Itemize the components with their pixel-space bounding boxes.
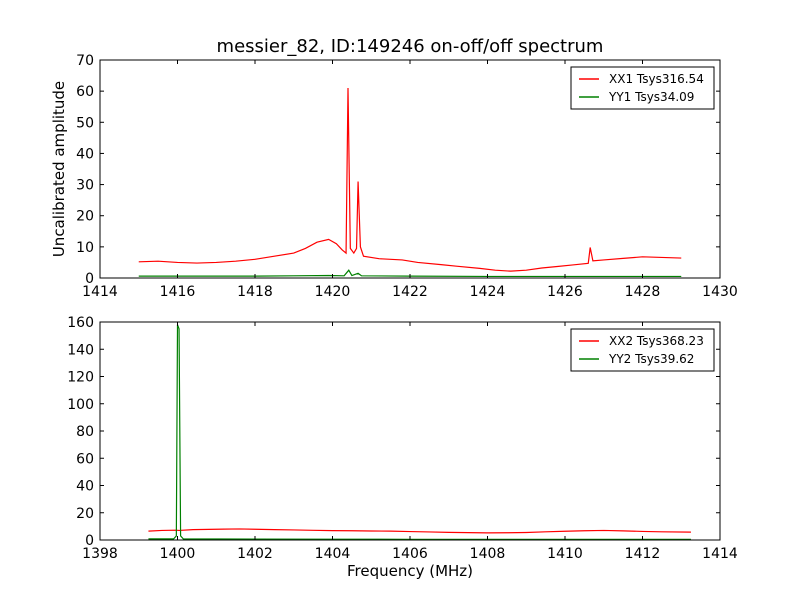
- series-line-yy1: [138, 269, 682, 278]
- y-axis-label: Uncalibrated amplitude: [50, 81, 68, 257]
- x-tick-label: 1402: [237, 546, 273, 562]
- legend-box: [570, 66, 715, 110]
- y-tick-label: 40: [76, 146, 94, 162]
- series-line-xx2: [148, 528, 691, 534]
- x-tick-label: 1412: [625, 546, 661, 562]
- x-tick-label: 1406: [392, 546, 428, 562]
- x-tick-label: 1400: [160, 546, 196, 562]
- x-tick-label: 1410: [547, 546, 583, 562]
- y-tick-label: 60: [76, 84, 94, 100]
- y-tick-label: 80: [76, 424, 94, 440]
- x-axis-label: Frequency (MHz): [347, 562, 473, 580]
- y-tick-label: 0: [85, 533, 94, 549]
- x-tick-label: 1424: [470, 284, 506, 300]
- x-tick-label: 1428: [625, 284, 661, 300]
- x-tick-label: 1416: [160, 284, 196, 300]
- x-tick-label: 1426: [547, 284, 583, 300]
- legend-entry-label: XX1 Tsys316.54: [609, 72, 704, 86]
- y-tick-label: 30: [76, 178, 94, 194]
- y-tick-label: 120: [67, 370, 94, 386]
- legend-entry-label: XX2 Tsys368.23: [609, 334, 704, 348]
- y-tick-label: 70: [76, 53, 94, 69]
- chart-panel-1: 1414 1416 1418 1420 1422 1424 1426 1428 1430 0 10 2…: [50, 36, 738, 300]
- y-tick-label: 60: [76, 451, 94, 467]
- series-line-yy2: [148, 324, 691, 540]
- x-tick-label: 1418: [237, 284, 273, 300]
- y-tick-label: 20: [76, 209, 94, 225]
- y-tick-label: 20: [76, 506, 94, 522]
- legend-box: [570, 328, 715, 372]
- y-tick-label: 100: [67, 397, 94, 413]
- x-tick-label: 1414: [702, 546, 738, 562]
- legend: XX2 Tsys368.23 YY2 Tsys39.62: [570, 328, 715, 372]
- x-tick-label: 1398: [82, 546, 118, 562]
- x-tick-label: 1422: [392, 284, 428, 300]
- x-tick-label: 1420: [315, 284, 351, 300]
- x-tick-label: 1414: [82, 284, 118, 300]
- y-tick-label: 160: [67, 315, 94, 331]
- x-tick-label: 1404: [315, 546, 351, 562]
- y-tick-label: 50: [76, 115, 94, 131]
- chart-panel-2: 1398 1400 1402 1404 1406 1408 1410 1412 1414 0 20 4…: [67, 315, 738, 580]
- chart-title: messier_82, ID:149246 on-off/off spectru…: [217, 36, 604, 57]
- legend: XX1 Tsys316.54 YY1 Tsys34.09: [570, 66, 715, 110]
- x-tick-label: 1408: [470, 546, 506, 562]
- x-tick-label: 1430: [702, 284, 738, 300]
- y-tick-label: 40: [76, 479, 94, 495]
- series-line-xx1: [138, 88, 682, 272]
- legend-entry-label: YY1 Tsys34.09: [608, 90, 694, 104]
- y-tick-label: 140: [67, 342, 94, 358]
- y-tick-label: 10: [76, 240, 94, 256]
- y-tick-label: 0: [85, 271, 94, 287]
- legend-entry-label: YY2 Tsys39.62: [608, 352, 694, 366]
